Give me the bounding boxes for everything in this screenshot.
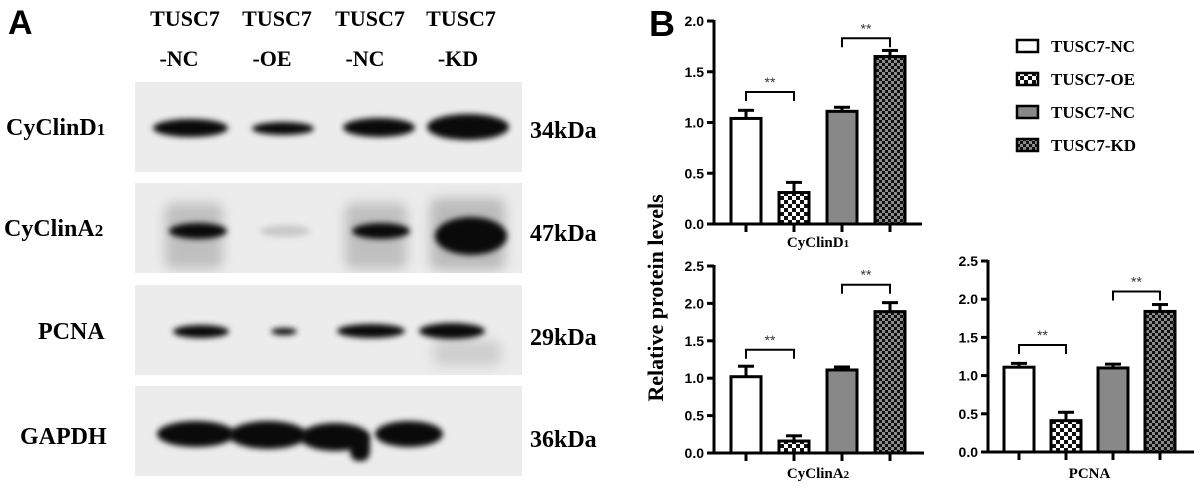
significance-label: ** <box>861 267 872 283</box>
band-lane-4 <box>419 323 485 339</box>
band-lane-4 <box>427 114 509 140</box>
legend-swatch-1 <box>1015 71 1040 87</box>
blot-label-cyclind1: CyClinD1 <box>6 116 105 140</box>
bar-0 <box>729 116 763 226</box>
significance-label: ** <box>765 74 776 90</box>
lane-3-line2: -NC <box>345 46 385 71</box>
y-tick-label: 0.0 <box>685 216 705 232</box>
chart-pcna: 0.0 0.5 1.0 1.5 2.0 2.5 ** ** PCNA <box>959 253 1194 482</box>
y-tick-label: 0.0 <box>685 445 705 461</box>
legend-swatch-2 <box>1015 104 1040 120</box>
band-lane-2 <box>229 421 307 449</box>
band-lane-3 <box>337 324 405 338</box>
legend-label-1: TUSC7-OE <box>1051 70 1135 89</box>
legend-swatch-0 <box>1015 38 1040 54</box>
lane-4-line1: TUSC7 <box>426 6 496 31</box>
y-tick-label: 1.5 <box>685 64 705 80</box>
blot-pcna <box>135 285 522 375</box>
lane-3-line1: TUSC7 <box>335 6 405 31</box>
y-tick-label: 1.5 <box>959 329 979 345</box>
y-tick-label: 0.0 <box>959 444 979 460</box>
bar-1 <box>777 439 811 455</box>
band-lane-1 <box>153 119 228 137</box>
legend-label-3: TUSC7-KD <box>1051 136 1136 155</box>
significance-label: ** <box>765 332 776 348</box>
kda-cyclind1: 34kDa <box>530 118 597 144</box>
lane-1-line1: TUSC7 <box>150 6 220 31</box>
panel-a-letter: A <box>8 4 33 42</box>
lane-4-line2: -KD <box>437 46 479 71</box>
y-tick-label: 1.0 <box>685 370 705 386</box>
kda-cyclina2: 47kDa <box>530 221 597 247</box>
significance-label: ** <box>861 20 872 36</box>
y-tick-label: 1.5 <box>685 333 705 349</box>
blot-gapdh <box>135 386 522 476</box>
chart-cyclina2: 0.0 0.5 1.0 1.5 2.0 2.5 ** ** CyClinA2 <box>685 258 924 482</box>
bar-2 <box>825 368 859 455</box>
blot-cyclind1 <box>135 82 522 172</box>
bar-1 <box>1049 419 1083 454</box>
chart-cyclind1: 0.0 0.5 1.0 1.5 2.0 ** ** CyClinD1 <box>685 13 922 251</box>
legend-label-0: TUSC7-NC <box>1051 37 1135 56</box>
x-axis-label: PCNA <box>1069 466 1111 482</box>
blot-cyclina2 <box>135 183 522 273</box>
x-axis-label: CyClinD1 <box>787 235 849 251</box>
band-lane-3 <box>352 223 410 239</box>
y-tick-label: 1.0 <box>685 115 705 131</box>
kda-gapdh: 36kDa <box>530 427 597 453</box>
blot-label-gapdh: GAPDH <box>20 424 107 450</box>
y-tick-label: 0.5 <box>685 165 705 181</box>
bar-0 <box>729 375 763 455</box>
band-lane-1 <box>157 421 235 447</box>
band-lane-4 <box>435 217 507 255</box>
band-lane-1 <box>173 325 229 338</box>
bar-3 <box>873 310 907 455</box>
bar-1 <box>777 191 811 226</box>
legend: TUSC7-NC TUSC7-OE TUSC7-NC TUSC7-KD <box>1015 37 1136 155</box>
bar-3 <box>1143 309 1177 454</box>
bar-2 <box>825 109 859 226</box>
significance-label: ** <box>1131 274 1142 290</box>
blot-label-cyclina2: CyClinA2 <box>4 217 103 241</box>
panel-b-letter: B <box>649 3 675 44</box>
band-lane-2 <box>271 328 297 335</box>
protein-name: CyClinA <box>4 216 95 242</box>
protein-name: CyClinD <box>6 115 97 141</box>
x-axis-label: CyClinA2 <box>787 466 850 482</box>
blot-label-pcna: PCNA <box>38 319 105 345</box>
lane-1-line2: -NC <box>159 46 199 71</box>
kda-pcna: 29kDa <box>530 325 597 351</box>
y-tick-label: 2.0 <box>959 291 979 307</box>
band-lane-4 <box>375 421 443 447</box>
y-tick-label: 1.0 <box>959 368 979 384</box>
legend-swatch-3 <box>1015 137 1040 153</box>
lane-2-line2: -OE <box>252 46 292 71</box>
band-lane-1 <box>169 223 227 239</box>
protein-subscript: 2 <box>94 221 104 240</box>
bar-3 <box>873 55 907 226</box>
y-tick-label: 2.5 <box>685 258 705 274</box>
band-lane-2 <box>252 122 314 135</box>
band-lane-3 <box>343 118 415 137</box>
legend-label-2: TUSC7-NC <box>1051 103 1135 122</box>
lane-2-line1: TUSC7 <box>242 6 312 31</box>
significance-label: ** <box>1037 327 1048 343</box>
bar-0 <box>1002 365 1036 454</box>
y-tick-label: 2.5 <box>959 253 979 269</box>
smear-lane-4 <box>433 340 501 366</box>
band-lane-2 <box>260 225 310 237</box>
y-tick-label: 0.5 <box>685 408 705 424</box>
bar-2 <box>1096 366 1130 454</box>
y-tick-label: 0.5 <box>959 406 979 422</box>
y-tick-label: 2.0 <box>685 295 705 311</box>
protein-subscript: 1 <box>96 120 106 139</box>
y-tick-label: 2.0 <box>685 13 705 29</box>
band-lane-3-tail <box>350 436 370 461</box>
